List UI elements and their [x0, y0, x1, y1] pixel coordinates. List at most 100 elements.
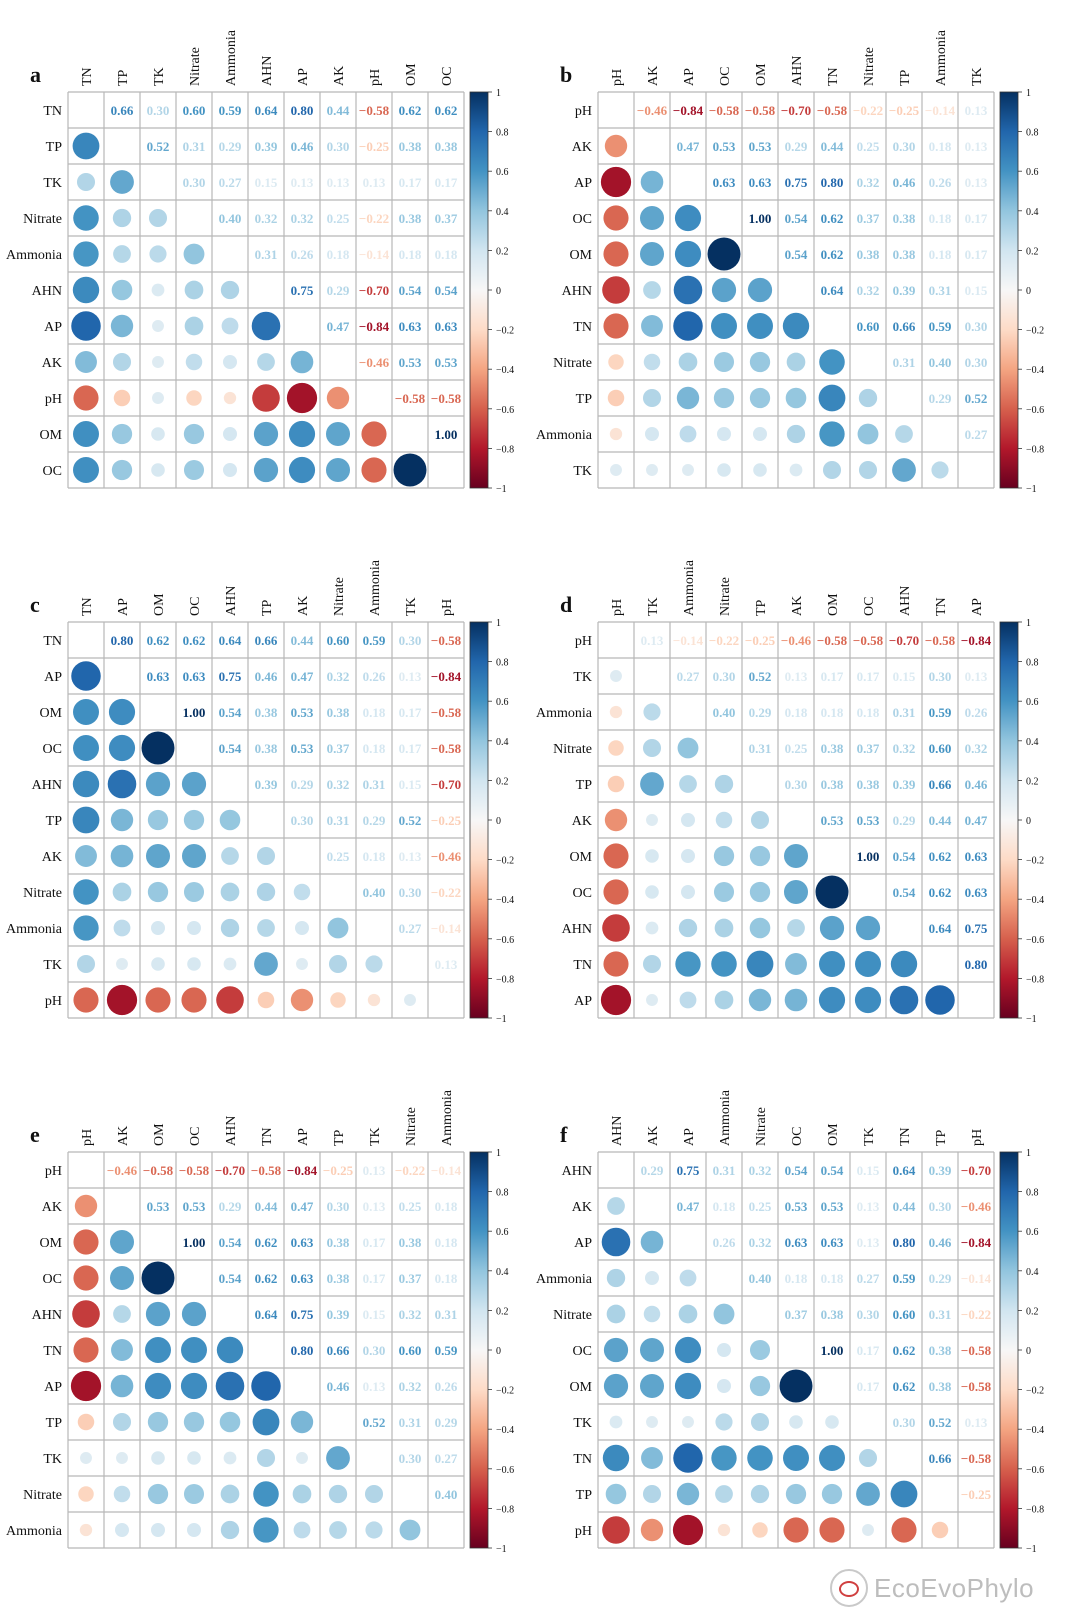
correlation-value: −0.58: [961, 1379, 992, 1394]
correlation-value: −0.58: [853, 633, 884, 648]
colorbar-tick-label: −0.8: [1026, 974, 1044, 985]
correlation-circle: [602, 1516, 630, 1544]
correlation-circle: [80, 1452, 92, 1464]
correlation-value: 0.17: [363, 1235, 386, 1250]
correlation-value: 0.25: [857, 139, 880, 154]
correlation-circle: [890, 1480, 918, 1508]
correlation-value: −0.46: [961, 1199, 992, 1214]
correlation-value: −0.14: [431, 1163, 462, 1178]
correlation-circle: [752, 1522, 768, 1538]
column-label: Nitrate: [862, 47, 877, 86]
correlation-value: −0.84: [961, 633, 992, 648]
correlation-value: −0.46: [359, 355, 390, 370]
correlation-value: 0.75: [785, 175, 808, 190]
correlation-circle: [116, 958, 128, 970]
correlation-circle: [72, 1300, 100, 1328]
correlation-value: 0.18: [363, 849, 386, 864]
correlation-circle: [73, 879, 99, 905]
colorbar-tick-label: 0.2: [1026, 776, 1039, 787]
correlation-value: −0.58: [431, 741, 462, 756]
panel-a: a TN TP TK Nitrate Ammonia AHN AP AK pH OM OC TN TP TK…: [6, 29, 514, 495]
correlation-value: 0.37: [785, 1307, 808, 1322]
colorbar-tick-label: 0.2: [496, 1306, 509, 1317]
correlation-value: −0.22: [359, 211, 389, 226]
correlation-circle: [75, 845, 97, 867]
correlation-value: 0.46: [255, 669, 278, 684]
correlation-value: 0.53: [435, 355, 458, 370]
correlation-circle: [326, 386, 350, 410]
column-label: AK: [332, 66, 347, 86]
correlation-circle: [256, 882, 276, 902]
correlation-circle: [328, 954, 348, 974]
correlation-value: 0.54: [435, 283, 458, 298]
row-label: TP: [46, 1416, 63, 1431]
correlation-value: 0.26: [435, 1379, 458, 1394]
correlation-value: 0.32: [327, 669, 350, 684]
correlation-value: 0.44: [255, 1199, 278, 1214]
correlation-value: 0.59: [893, 1271, 916, 1286]
correlation-circle: [330, 992, 346, 1008]
correlation-circle: [786, 352, 806, 372]
correlation-circle: [610, 464, 622, 476]
correlation-circle: [72, 806, 100, 834]
correlation-circle: [680, 884, 696, 900]
correlation-value: 0.37: [435, 211, 458, 226]
grid: [67, 1151, 465, 1549]
correlation-circle: [79, 1523, 93, 1537]
correlation-value: −0.84: [673, 103, 704, 118]
correlation-value: 0.38: [929, 1343, 952, 1358]
correlation-value: −0.84: [287, 1163, 318, 1178]
correlation-circle: [676, 386, 700, 410]
row-label: TK: [43, 958, 62, 973]
correlation-value: 0.38: [435, 139, 458, 154]
colorbar-tick-label: −0.6: [1026, 405, 1044, 416]
row-label: Nitrate: [553, 1308, 592, 1323]
correlation-circle: [714, 990, 734, 1010]
colorbar-tick-label: −0.8: [496, 1504, 514, 1515]
correlation-circle: [71, 311, 101, 341]
colorbar-tick-label: −0.4: [496, 895, 514, 906]
correlation-value: 0.47: [291, 1199, 314, 1214]
correlation-circle: [109, 1229, 135, 1255]
correlation-circle: [604, 808, 628, 832]
correlation-circle: [676, 1482, 700, 1506]
correlation-value: 0.18: [435, 1271, 458, 1286]
column-label: OM: [754, 63, 769, 86]
correlation-circle: [749, 351, 771, 373]
correlation-value: 0.18: [821, 705, 844, 720]
correlation-circle: [600, 984, 632, 1016]
correlation-value: 0.29: [435, 1415, 458, 1430]
colorbar-tick-label: 1: [496, 618, 501, 629]
correlation-value: 0.66: [255, 633, 278, 648]
correlation-circle: [675, 951, 701, 977]
row-label: TP: [576, 392, 593, 407]
correlation-value: 0.27: [219, 175, 242, 190]
correlation-circle: [222, 354, 238, 370]
correlation-value: 0.30: [327, 1199, 350, 1214]
correlation-circle: [925, 985, 955, 1015]
correlation-value: 0.47: [677, 1199, 700, 1214]
row-label: OM: [569, 850, 592, 865]
correlation-circle: [73, 1265, 99, 1291]
colorbar-tick-label: 0.6: [1026, 1227, 1039, 1238]
row-label: AHN: [562, 922, 592, 937]
correlation-circle: [108, 734, 136, 762]
correlation-circle: [107, 769, 137, 799]
correlation-value: 0.25: [785, 741, 808, 756]
correlation-circle: [219, 809, 241, 831]
correlation-value: −0.84: [431, 669, 462, 684]
correlation-circle: [181, 843, 207, 869]
column-label: OC: [188, 1127, 203, 1146]
correlation-value: −0.46: [781, 633, 812, 648]
correlation-value: 0.37: [399, 1271, 422, 1286]
correlation-value: 0.13: [785, 669, 808, 684]
correlation-circle: [862, 1524, 874, 1536]
correlation-circle: [645, 921, 659, 935]
row-label: TK: [573, 464, 592, 479]
correlation-circle: [782, 312, 810, 340]
column-label: pH: [610, 599, 625, 616]
row-label: AHN: [32, 778, 62, 793]
correlation-value: 1.00: [749, 211, 772, 226]
correlation-circle: [257, 991, 275, 1009]
column-label: AK: [646, 1126, 661, 1146]
